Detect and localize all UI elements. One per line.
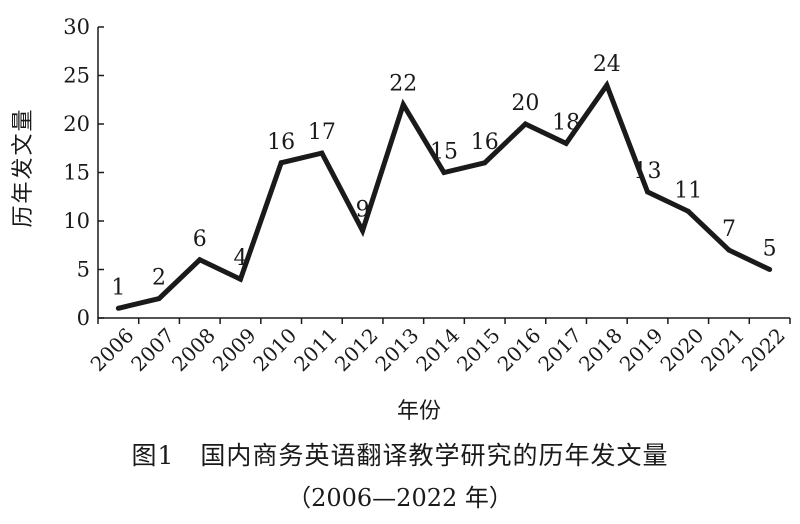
x-tick-label: 2007 bbox=[126, 323, 179, 376]
x-tick-label: 2013 bbox=[370, 323, 423, 376]
x-tick-label: 2022 bbox=[737, 323, 790, 376]
data-label: 24 bbox=[593, 52, 621, 77]
x-tick-label: 2009 bbox=[208, 323, 261, 376]
y-tick-label: 20 bbox=[63, 112, 90, 136]
series-line bbox=[117, 79, 771, 311]
data-point bbox=[278, 160, 284, 166]
x-tick-label: 2008 bbox=[167, 323, 220, 376]
data-point bbox=[237, 276, 243, 282]
x-tick-label: 2018 bbox=[574, 323, 627, 376]
data-point bbox=[685, 208, 691, 214]
chart-svg: 0510152025302006200720082009201020112012… bbox=[11, 15, 791, 424]
data-label: 1 bbox=[111, 275, 125, 300]
data-point bbox=[156, 296, 162, 302]
x-tick-label: 2021 bbox=[696, 323, 749, 376]
data-point bbox=[645, 189, 651, 195]
data-label: 20 bbox=[511, 91, 539, 116]
data-point bbox=[604, 82, 610, 88]
x-tick-label: 2015 bbox=[452, 323, 505, 376]
data-label: 13 bbox=[634, 159, 662, 184]
figure-caption-title: 图1 国内商务英语翻译教学研究的历年发文量 bbox=[131, 441, 669, 470]
y-tick-label: 15 bbox=[63, 161, 90, 185]
data-label: 16 bbox=[471, 130, 499, 155]
data-label: 6 bbox=[193, 227, 207, 252]
data-point bbox=[115, 305, 121, 311]
x-axis-title: 年份 bbox=[397, 399, 441, 420]
data-label: 16 bbox=[267, 130, 295, 155]
line-chart: 0 5 10 15 20 25 30 2006 2007 2008 2009 2010 2011 2012… bbox=[11, 15, 791, 424]
x-tick-label: 2014 bbox=[411, 323, 464, 376]
x-tick-label: 2019 bbox=[615, 323, 668, 376]
x-tick-label: 2012 bbox=[330, 323, 383, 376]
y-axis-title: 历年发文量 bbox=[11, 107, 36, 227]
data-point bbox=[197, 257, 203, 263]
data-label: 17 bbox=[308, 120, 336, 145]
data-label: 9 bbox=[356, 198, 370, 223]
data-label: 7 bbox=[722, 217, 736, 242]
data-label: 5 bbox=[763, 237, 777, 262]
data-point bbox=[726, 247, 732, 253]
x-tick-label: 2020 bbox=[655, 323, 708, 376]
data-point bbox=[482, 160, 488, 166]
y-tick-label: 5 bbox=[77, 258, 90, 282]
data-point bbox=[441, 170, 447, 175]
x-tick-label: 2011 bbox=[289, 323, 342, 376]
data-label: 18 bbox=[552, 110, 580, 135]
data-point bbox=[767, 267, 773, 272]
y-tick-label: 10 bbox=[63, 209, 90, 233]
data-label: 11 bbox=[674, 178, 702, 203]
data-point bbox=[400, 102, 406, 108]
data-label: 2 bbox=[152, 266, 166, 291]
x-tick-label: 2006 bbox=[86, 323, 139, 376]
x-tick-label: 2010 bbox=[248, 323, 301, 376]
data-label: 22 bbox=[389, 72, 417, 97]
data-label: 4 bbox=[233, 246, 247, 271]
x-tick-label: 2016 bbox=[493, 323, 546, 376]
data-point bbox=[522, 121, 528, 127]
data-label: 15 bbox=[430, 140, 458, 165]
data-point bbox=[563, 140, 569, 146]
y-tick-label: 25 bbox=[63, 64, 90, 88]
data-point bbox=[360, 228, 366, 234]
y-tick-label: 30 bbox=[63, 15, 90, 39]
data-point bbox=[319, 150, 325, 156]
x-tick-label: 2017 bbox=[533, 323, 586, 376]
y-tick-label: 0 bbox=[77, 306, 90, 330]
figure-caption-subtitle: （2006—2022 年） bbox=[287, 484, 513, 512]
